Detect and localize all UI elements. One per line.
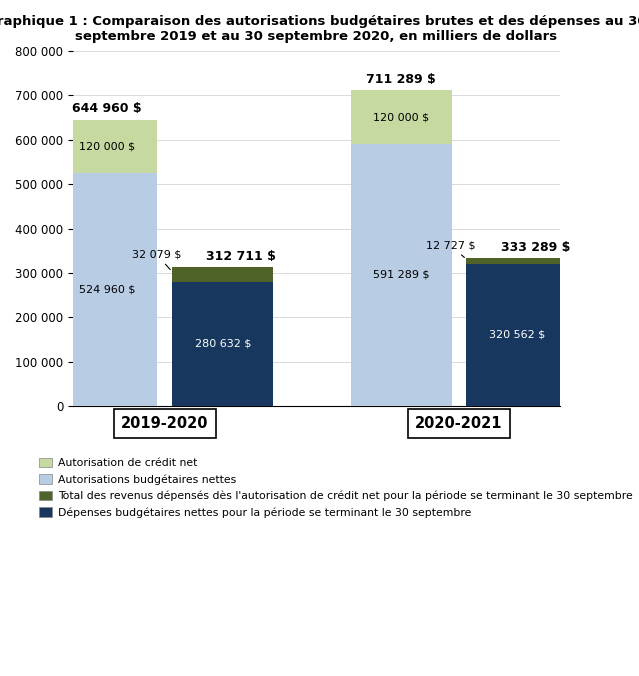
- Bar: [351, 144, 452, 406]
- Text: 711 289 $: 711 289 $: [366, 73, 436, 86]
- Text: 280 632 $: 280 632 $: [194, 339, 251, 349]
- Text: 120 000 $: 120 000 $: [79, 141, 135, 151]
- Bar: [466, 258, 567, 264]
- Text: 120 000 $: 120 000 $: [373, 112, 429, 122]
- Text: 312 711 $: 312 711 $: [206, 250, 276, 263]
- Bar: [56, 173, 157, 406]
- Title: Graphique 1 : Comparaison des autorisations budgétaires brutes et des dépenses a: Graphique 1 : Comparaison des autorisati…: [0, 15, 639, 43]
- Text: 32 079 $: 32 079 $: [132, 249, 181, 270]
- Bar: [56, 120, 157, 173]
- Bar: [172, 282, 273, 406]
- Text: 320 562 $: 320 562 $: [489, 330, 545, 340]
- Legend: Autorisation de crédit net, Autorisations budgétaires nettes, Total des revenus : Autorisation de crédit net, Autorisation…: [39, 458, 633, 518]
- Text: 524 960 $: 524 960 $: [79, 285, 135, 295]
- Bar: [172, 267, 273, 282]
- Bar: [466, 264, 567, 406]
- Text: 12 727 $: 12 727 $: [426, 240, 475, 258]
- Text: 591 289 $: 591 289 $: [373, 270, 429, 280]
- Text: 644 960 $: 644 960 $: [72, 103, 142, 116]
- Bar: [351, 91, 452, 144]
- Text: 333 289 $: 333 289 $: [501, 241, 570, 254]
